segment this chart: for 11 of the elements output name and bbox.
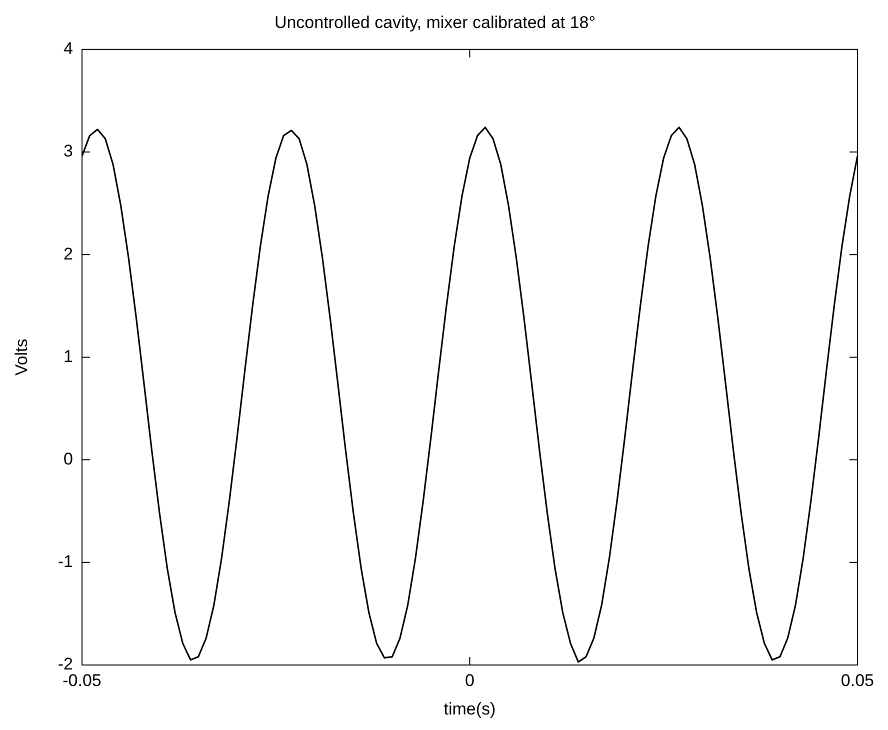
y-tick-label: 1 [64,346,73,366]
y-tick-label: -1 [58,552,73,572]
y-tick-label: 0 [64,449,73,468]
y-axis-title: Volts [12,338,31,376]
y-tick-label: 4 [64,39,73,58]
y-tick-label: 2 [64,244,73,264]
x-tick-label: 0.05 [840,670,874,690]
x-axis-title: time(s) [444,699,496,718]
chart-title: Uncontrolled cavity, mixer calibrated at 18° [274,12,596,32]
x-tick-label: 0 [464,670,474,690]
y-tick-label: 3 [64,142,73,161]
